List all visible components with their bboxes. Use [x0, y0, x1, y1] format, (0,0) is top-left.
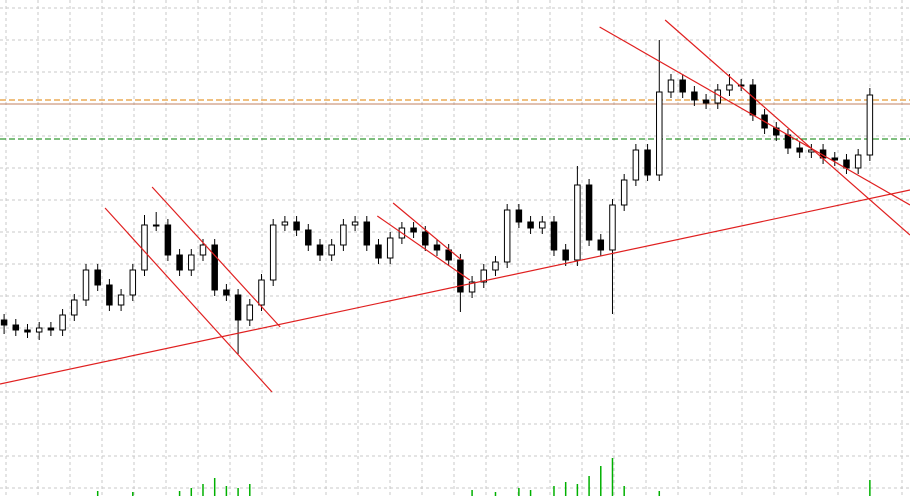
candle-body — [597, 239, 605, 251]
candle-body — [258, 279, 265, 306]
candle-body — [188, 254, 195, 271]
candle-body — [117, 294, 125, 306]
trend-line — [599, 26, 910, 206]
candle-body — [199, 244, 207, 256]
candle-body — [422, 231, 429, 246]
trend-line — [392, 202, 462, 261]
candle-body — [679, 79, 686, 93]
candle-body — [141, 224, 148, 271]
candle-body — [386, 237, 394, 259]
candle-body — [94, 269, 101, 286]
candle-body — [82, 269, 90, 301]
trend-line — [0, 189, 910, 385]
candle-body — [585, 184, 593, 241]
candle-body — [702, 99, 710, 104]
candle-body — [749, 84, 757, 116]
candle-body — [351, 221, 359, 226]
candle-body — [480, 269, 488, 283]
candle-body — [24, 329, 31, 333]
candle-body — [503, 209, 511, 263]
candle-body — [468, 281, 476, 293]
candle-body — [305, 229, 312, 246]
candle-body — [644, 149, 651, 176]
candle-body — [246, 304, 254, 321]
candle-body — [211, 244, 218, 291]
candle-body — [164, 224, 172, 256]
candle-body — [866, 94, 874, 156]
candle-body — [515, 209, 523, 223]
candle-body — [71, 299, 78, 316]
candle-body — [363, 221, 371, 246]
trend-line — [151, 186, 281, 328]
candle-body — [176, 254, 183, 271]
candle-body — [831, 157, 839, 161]
candle-body — [152, 224, 160, 227]
candle-body — [129, 269, 137, 296]
candle-body — [574, 184, 581, 261]
candle-body — [375, 244, 382, 259]
candle-body — [550, 221, 558, 251]
candle-body — [492, 261, 499, 271]
candle-body — [410, 227, 417, 233]
candle-body — [316, 244, 324, 256]
candle-body — [784, 134, 792, 149]
candle-body — [340, 224, 347, 246]
candle-body — [539, 221, 546, 229]
candle-body — [656, 91, 663, 176]
candle-body — [223, 289, 230, 296]
candle-body — [796, 147, 803, 153]
candle-body — [667, 79, 675, 93]
candle-body — [457, 259, 464, 293]
candle-body — [562, 249, 569, 261]
candle-body — [632, 149, 640, 181]
candle-body — [854, 154, 862, 169]
candle-body — [35, 327, 43, 333]
trend-line — [664, 19, 910, 236]
candle-body — [609, 204, 616, 251]
candle-body — [281, 221, 289, 226]
candle-body — [328, 244, 335, 256]
candle-body — [293, 221, 300, 231]
candle-body — [691, 91, 698, 101]
candle-body — [433, 244, 441, 251]
trend-line — [376, 215, 471, 281]
candle-body — [234, 294, 242, 321]
candle-body — [59, 314, 66, 331]
candle-body — [106, 284, 113, 306]
candle-body — [269, 224, 277, 281]
candle-body — [620, 179, 628, 206]
candle-body — [527, 221, 534, 229]
candle-body — [726, 84, 733, 91]
trend-line — [104, 207, 273, 393]
candle-body — [47, 327, 55, 331]
candle-body — [12, 324, 20, 331]
candle-body — [0, 319, 8, 326]
